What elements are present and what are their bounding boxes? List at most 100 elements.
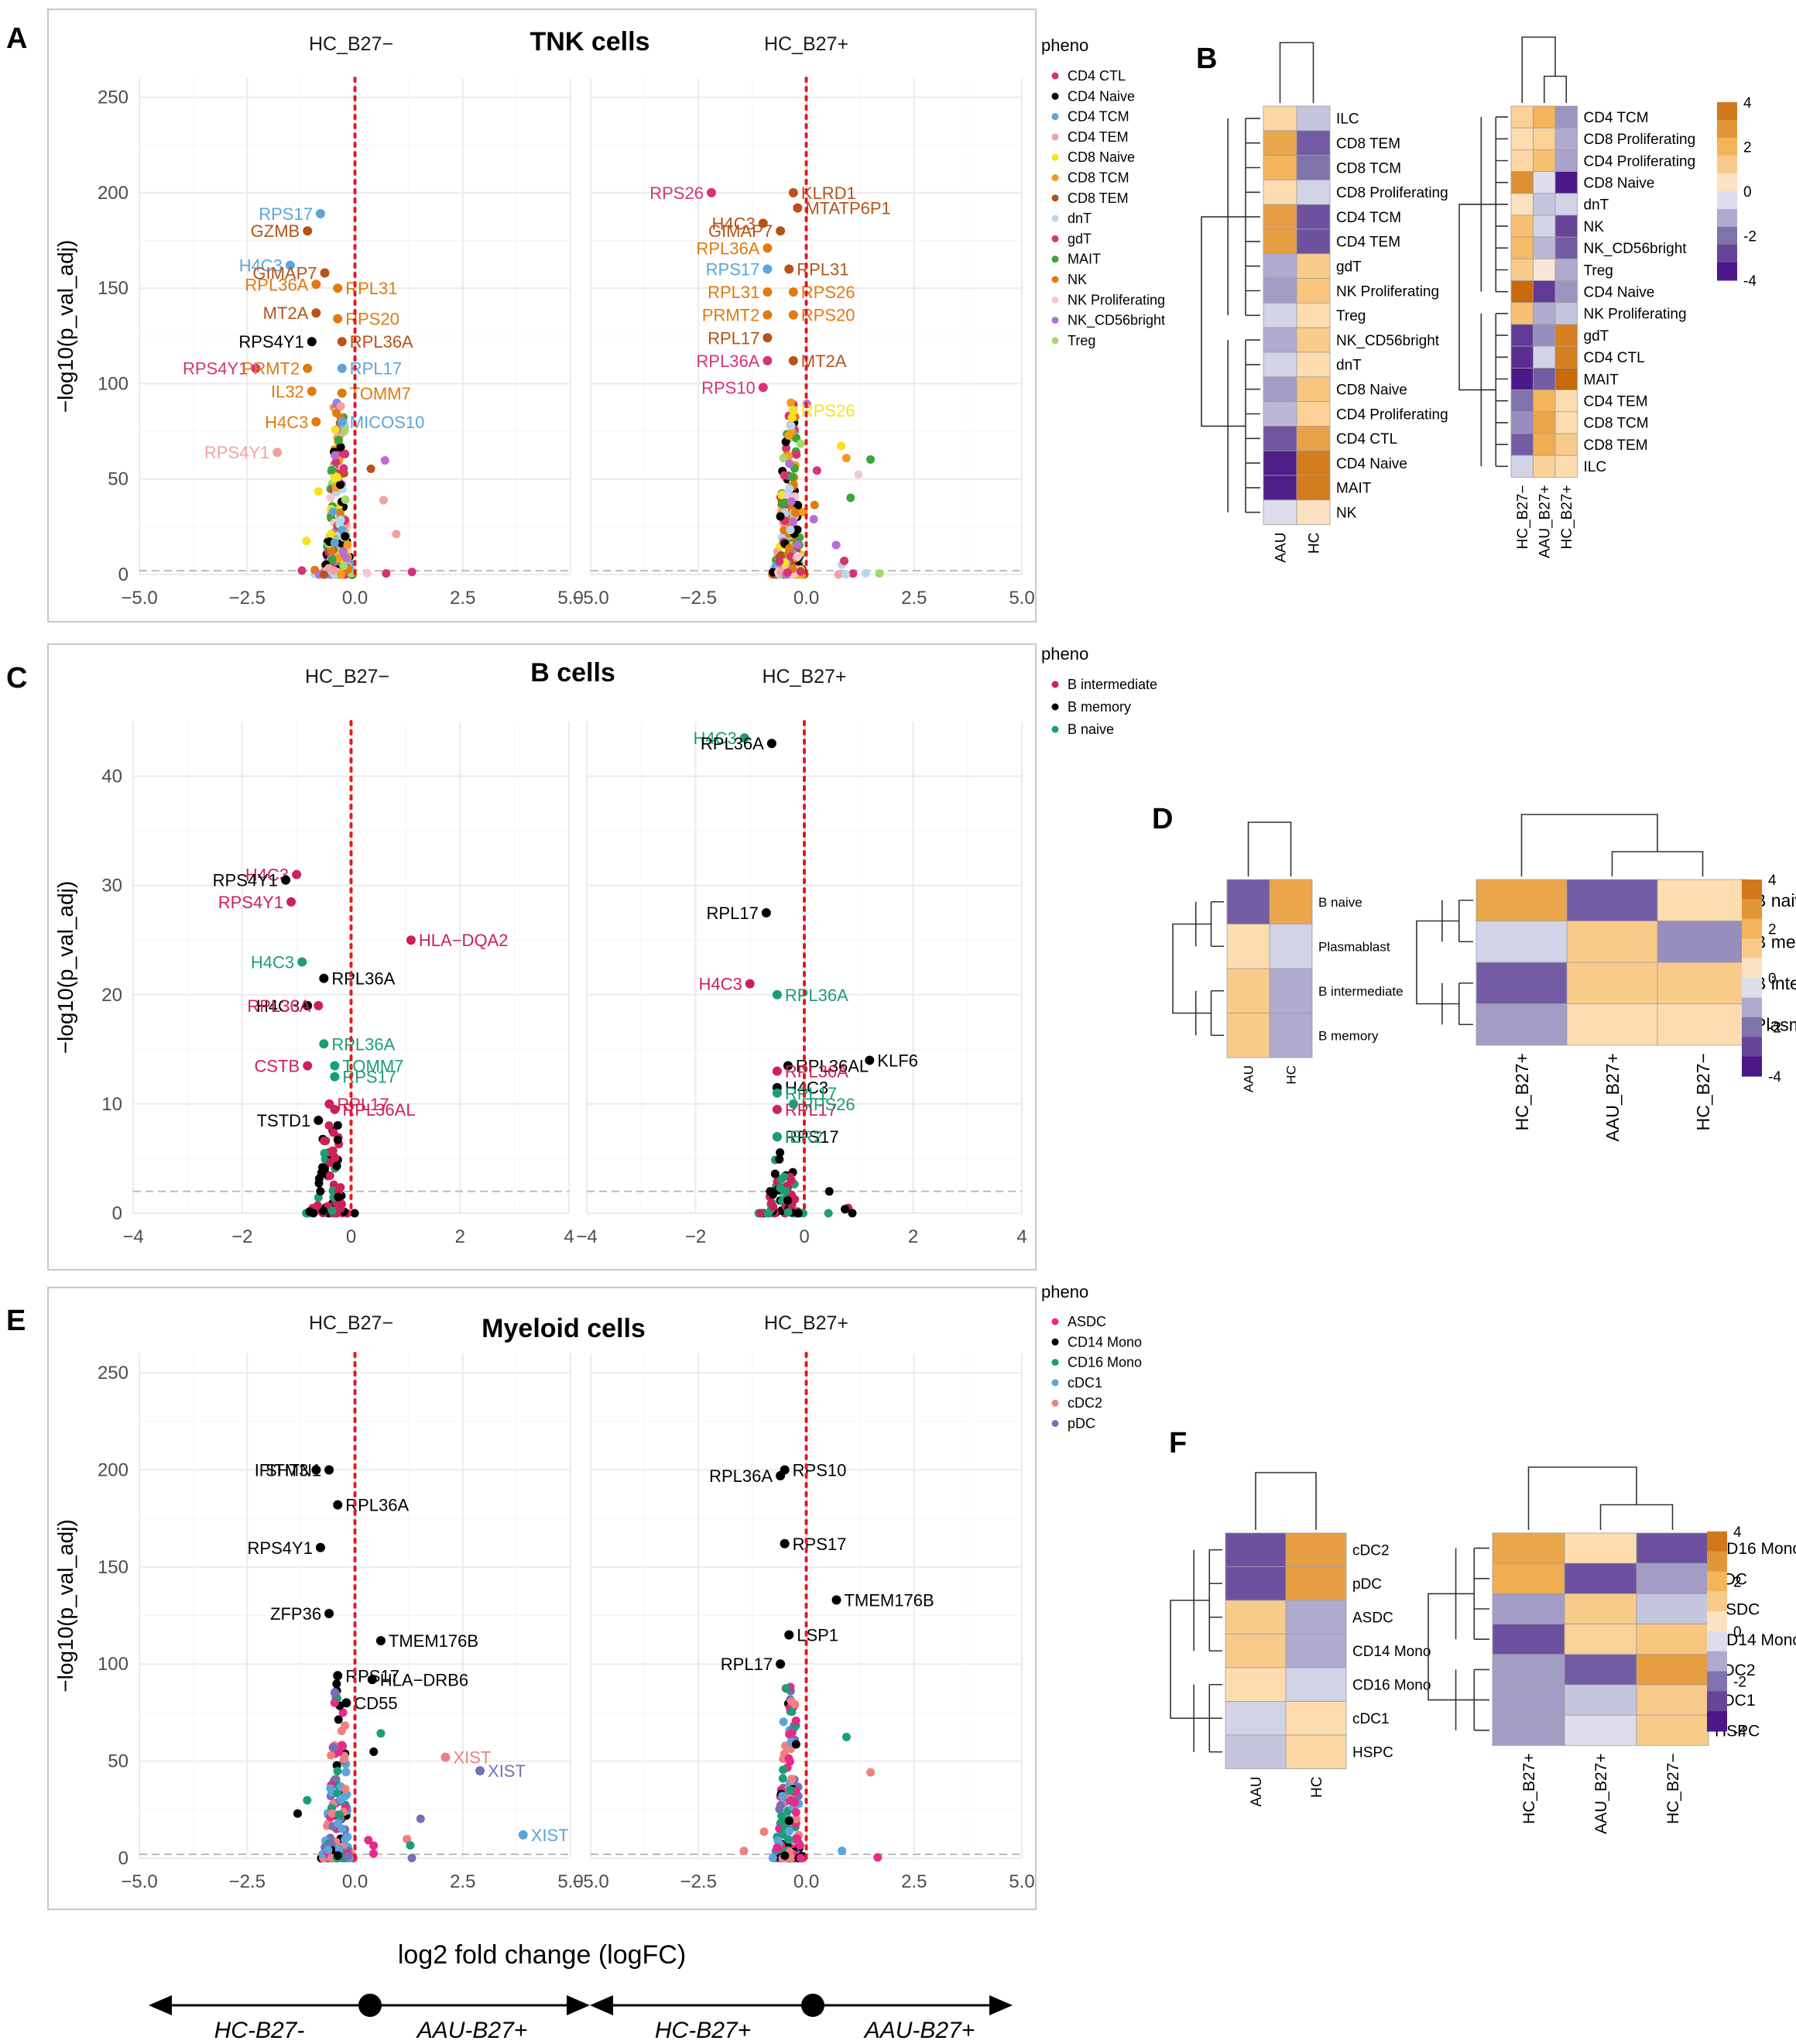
gene-label: TMEM176B: [389, 1631, 478, 1651]
gene-label: RPL36A: [247, 996, 310, 1016]
heatmap-col-label: HC: [1284, 1065, 1299, 1085]
gene-label: RPS26: [801, 283, 855, 302]
arrow-center-dot: [801, 1994, 824, 2017]
data-point: [834, 570, 843, 579]
heatmap-cell: [1510, 171, 1534, 194]
arrow-head-right: [567, 1995, 590, 2015]
data-point: [787, 472, 797, 482]
legend-key: [1051, 317, 1059, 324]
legend-item: ASDC: [1068, 1314, 1106, 1329]
heatmap-cell: [1510, 258, 1534, 281]
heatmap-cell: [1285, 1566, 1347, 1601]
data-point: [796, 567, 805, 576]
labeled-point: [311, 417, 321, 427]
color-legend-swatch: [1742, 978, 1762, 998]
heatmap-cell: [1225, 1634, 1287, 1668]
y-axis-label: −log10(p_val_adj): [53, 881, 77, 1054]
color-legend-swatch: [1742, 1056, 1762, 1077]
arrow-label-3: HC-B27+: [655, 2018, 751, 2043]
legend-key: [1051, 703, 1059, 711]
gene-label: RPL36A: [245, 275, 308, 294]
heatmap-cell: [1566, 962, 1658, 1004]
heatmap-row-label: CD8 TEM: [1584, 437, 1648, 454]
data-point: [782, 1684, 791, 1693]
heatmap-cell: [1554, 389, 1578, 413]
y-tick-label: 150: [98, 1557, 129, 1578]
labeled-point: [251, 363, 261, 373]
data-point: [776, 1148, 785, 1157]
data-point: [341, 1768, 351, 1777]
gene-label: RPL36A: [785, 1062, 848, 1082]
data-point: [787, 497, 796, 506]
heatmap-col-label: AAU: [1273, 533, 1289, 563]
gene-label: CD55: [354, 1693, 397, 1713]
panel-letter: A: [6, 22, 27, 55]
data-point: [759, 1827, 769, 1837]
data-point: [786, 525, 795, 534]
heatmap-cell: [1269, 968, 1313, 1013]
heatmap-row-label: CD14 Mono: [1715, 1631, 1796, 1649]
data-point: [336, 480, 345, 489]
gene-label: RPL17: [708, 328, 759, 348]
data-point: [812, 466, 821, 475]
y-tick-label: 0: [118, 564, 129, 585]
legend: pheno CD4 CTL CD4 Naive CD4 TCM CD4 TEM CD8 N…: [1041, 36, 1165, 348]
gene-label: TMEM176B: [844, 1590, 934, 1610]
gene-label: RPS4Y1: [204, 443, 269, 462]
labeled-point: [831, 1595, 841, 1605]
heatmap-cell: [1263, 302, 1297, 328]
heatmap-row-label: ILC: [1336, 111, 1359, 128]
legend: pheno B intermediate B memory B naive: [1041, 644, 1157, 737]
heatmap-cell: [1296, 204, 1331, 230]
global-x-axis-label: log2 fold change (logFC): [398, 1940, 686, 1970]
heatmap-cell: [1225, 1566, 1287, 1601]
data-point: [366, 465, 375, 474]
heatmap-row-label: NK_CD56bright: [1584, 241, 1688, 257]
legend-key: [1051, 113, 1059, 121]
heatmap-cell: [1564, 1714, 1637, 1746]
labeled-point: [776, 1659, 786, 1669]
heatmap-row-label: Treg: [1336, 308, 1366, 324]
data-point: [776, 512, 785, 521]
data-point: [333, 1767, 342, 1776]
data-point: [787, 1697, 797, 1706]
facet-title: HC_B27+: [762, 666, 846, 688]
heatmap-row-label: CD4 Naive: [1584, 285, 1655, 301]
x-tick-label: 0.0: [793, 1871, 819, 1892]
row-dendrogram: [1428, 1547, 1489, 1731]
gene-label: SHTN1: [266, 1460, 321, 1480]
legend-item: Treg: [1068, 333, 1095, 348]
data-point: [328, 507, 338, 516]
data-point: [785, 1730, 794, 1739]
data-point: [787, 1707, 797, 1716]
labeled-point: [330, 1072, 340, 1082]
heatmap-row-label: B naive: [1318, 895, 1362, 910]
labeled-point: [272, 448, 283, 458]
data-point: [784, 1816, 793, 1826]
heatmap-col-label: HC_B27−: [1515, 485, 1531, 549]
labeled-point: [758, 218, 768, 228]
gene-label: RPL31: [708, 283, 759, 302]
color-legend-label: 4: [1733, 1524, 1742, 1541]
data-point: [841, 1733, 851, 1742]
legend-key: [1051, 337, 1059, 345]
heatmap-cell: [1263, 376, 1297, 402]
legend-title: pheno: [1041, 644, 1088, 664]
gene-label: RPL36A: [709, 1466, 773, 1486]
gene-label: GIMAP7: [252, 263, 317, 283]
gene-label: RPL31: [797, 260, 848, 280]
heatmap-cell: [1554, 280, 1578, 304]
data-point: [318, 1206, 327, 1216]
data-point: [785, 544, 794, 553]
data-point: [792, 450, 801, 459]
color-legend-swatch: [1707, 1531, 1727, 1552]
heatmap-cell: [1263, 401, 1297, 427]
labeled-point: [307, 337, 317, 347]
color-legend-swatch: [1742, 899, 1762, 920]
labeled-point: [772, 1066, 782, 1076]
data-point: [756, 1209, 766, 1218]
data-point: [333, 1120, 342, 1130]
column-dendrogram: [1255, 1472, 1317, 1530]
labeled-point: [788, 405, 798, 415]
gene-label: TOMM7: [342, 1057, 403, 1076]
